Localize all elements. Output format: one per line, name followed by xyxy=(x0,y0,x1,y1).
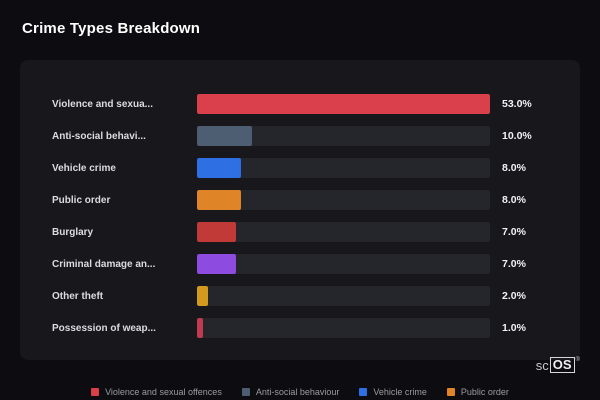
bar[interactable] xyxy=(197,158,242,178)
category-label: Burglary xyxy=(52,226,94,238)
bar-row: Violence and sexua... 53.0% xyxy=(52,94,548,114)
category-label: Possession of weap... xyxy=(52,322,156,334)
bar[interactable] xyxy=(197,190,242,210)
bar-track xyxy=(197,286,490,306)
value-label: 7.0% xyxy=(502,258,526,270)
bar[interactable] xyxy=(197,254,236,274)
bar-chart: Violence and sexua... 53.0% Anti-social be… xyxy=(52,94,548,338)
legend-label: Public order xyxy=(460,387,509,397)
category-label: Public order xyxy=(52,194,111,206)
bar-row: Burglary 7.0% xyxy=(52,222,548,242)
brand-suffix: OS xyxy=(549,357,575,373)
value-label: 53.0% xyxy=(502,98,532,110)
category-label: Violence and sexua... xyxy=(52,98,153,110)
brand-registered-mark: ® xyxy=(575,357,580,363)
bar-row: Possession of weap... 1.0% xyxy=(52,318,548,338)
legend-label: Violence and sexual offences xyxy=(105,387,222,397)
category-label: Other theft xyxy=(52,290,104,302)
value-label: 8.0% xyxy=(502,162,526,174)
legend-item[interactable]: Violence and sexual offences xyxy=(91,387,222,397)
legend-swatch-icon xyxy=(91,388,100,396)
bar[interactable] xyxy=(197,126,253,146)
bar-row: Other theft 2.0% xyxy=(52,286,548,306)
bar-track xyxy=(197,254,490,274)
bar-row: Public order 8.0% xyxy=(52,190,548,210)
value-label: 2.0% xyxy=(502,290,526,302)
bar-track xyxy=(197,190,490,210)
value-label: 7.0% xyxy=(502,226,526,238)
chart-card: Violence and sexua... 53.0% Anti-social be… xyxy=(20,60,580,360)
bar-track xyxy=(197,318,490,338)
legend-item[interactable]: Anti-social behaviour xyxy=(241,387,340,397)
bar-row: Vehicle crime 8.0% xyxy=(52,158,548,178)
legend-label: Vehicle crime xyxy=(373,387,427,397)
legend-label: Anti-social behaviour xyxy=(255,387,340,397)
bar[interactable] xyxy=(197,94,490,114)
value-label: 10.0% xyxy=(502,130,532,142)
value-label: 8.0% xyxy=(502,194,526,206)
chart-legend: Violence and sexual offences Anti-social … xyxy=(0,387,600,397)
bar-track xyxy=(197,94,490,114)
bar-track xyxy=(197,158,490,178)
bar-row: Criminal damage an... 7.0% xyxy=(52,254,548,274)
bar-track xyxy=(197,126,490,146)
bar[interactable] xyxy=(197,286,209,306)
legend-swatch-icon xyxy=(241,388,250,396)
scos-logo: sc OS ® xyxy=(536,357,580,373)
brand-prefix: sc xyxy=(535,357,549,373)
legend-swatch-icon xyxy=(446,388,455,396)
page-title: Crime Types Breakdown xyxy=(22,20,201,37)
bar[interactable] xyxy=(197,222,236,242)
legend-item[interactable]: Vehicle crime xyxy=(359,387,427,397)
category-label: Anti-social behavi... xyxy=(52,130,146,142)
category-label: Criminal damage an... xyxy=(52,258,156,270)
value-label: 1.0% xyxy=(502,322,526,334)
category-label: Vehicle crime xyxy=(52,162,116,174)
legend-swatch-icon xyxy=(359,388,368,396)
bar[interactable] xyxy=(197,318,203,338)
legend-item[interactable]: Public order xyxy=(446,387,509,397)
bar-row: Anti-social behavi... 10.0% xyxy=(52,126,548,146)
bar-track xyxy=(197,222,490,242)
